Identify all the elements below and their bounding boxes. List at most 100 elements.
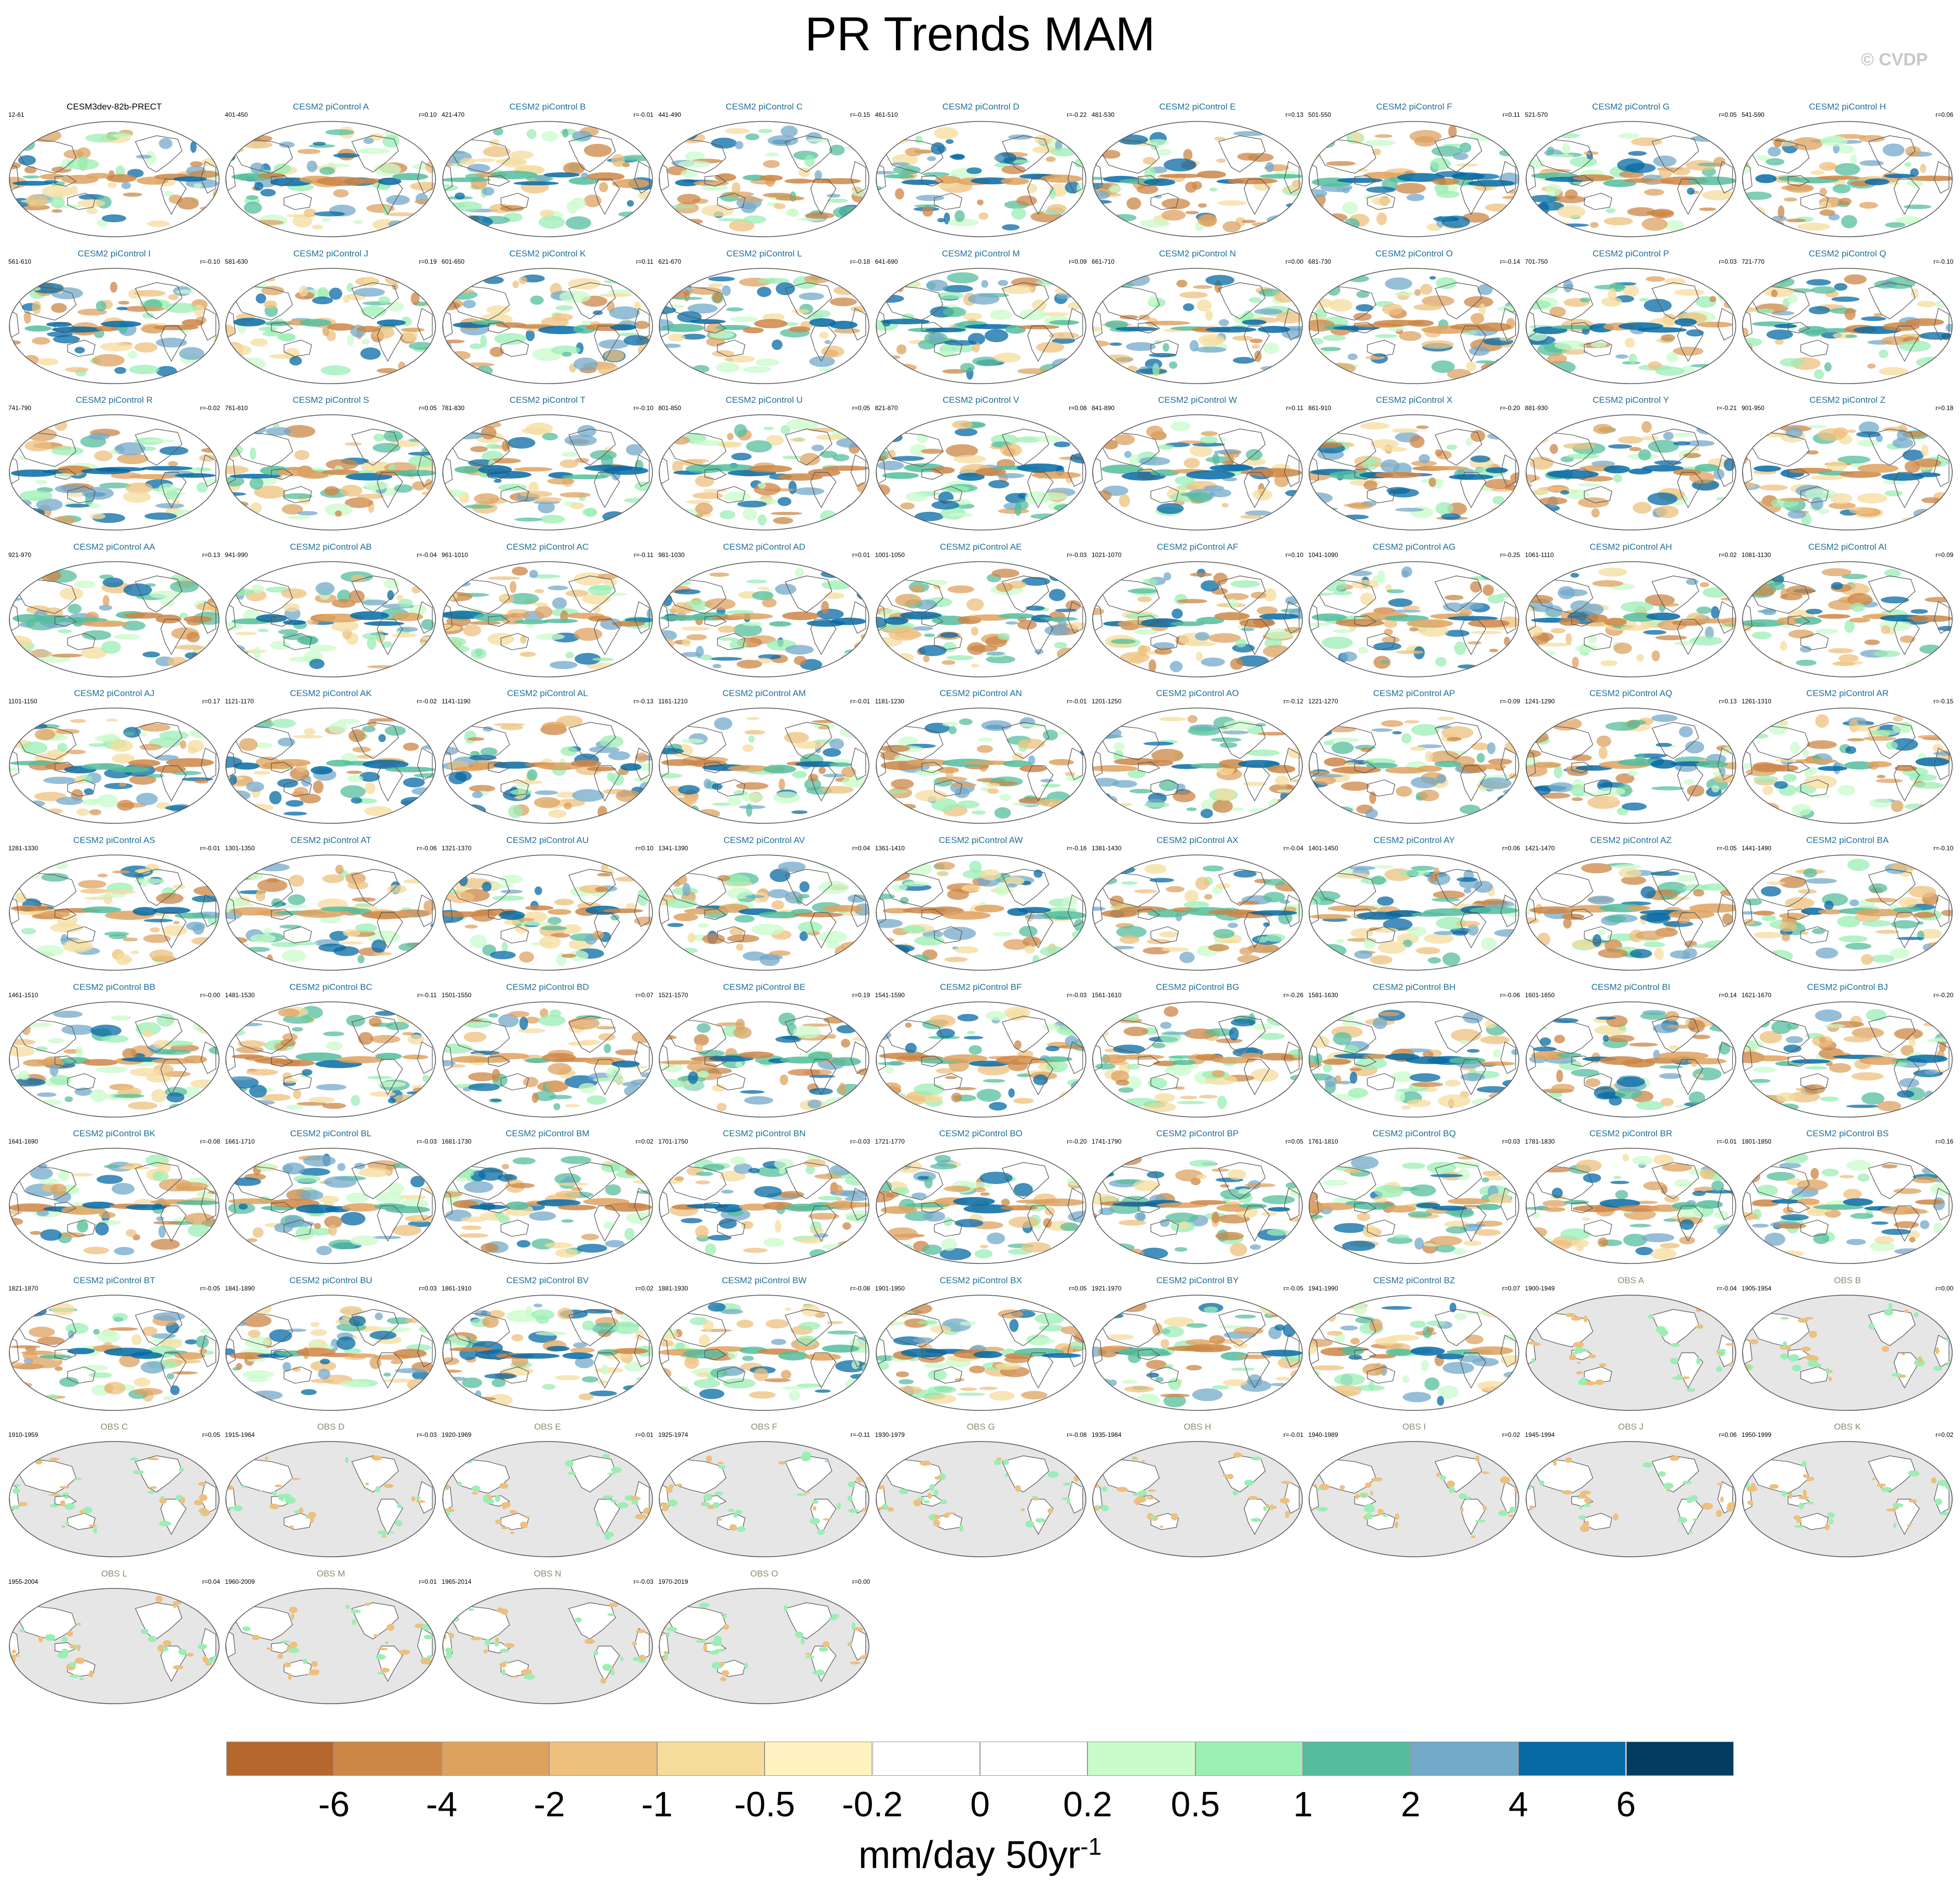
panel-title: CESM2 piControl BQ	[1372, 1129, 1456, 1139]
map-panel: CESM2 piControl AM 1161-1210 r=-0.01	[657, 688, 871, 828]
panel-correlation: r=0.03	[419, 1284, 437, 1292]
panel-correlation: r=-0.01	[1717, 1138, 1737, 1146]
panel-title: CESM2 piControl BY	[1156, 1275, 1239, 1285]
panel-years: 901-950	[1741, 404, 1765, 412]
panel-years: 1955-2004	[8, 1578, 38, 1585]
trend-map	[1092, 854, 1303, 971]
panel-correlation: r=0.00	[852, 1578, 870, 1585]
panel-years: 1321-1370	[441, 845, 472, 852]
panel-correlation: r=0.14	[1719, 991, 1737, 999]
panel-correlation: r=0.13	[1719, 698, 1737, 705]
panel-years: 1841-1890	[225, 1284, 255, 1292]
map-panel: CESM2 piControl AD 981-1030 r=0.01	[657, 542, 871, 682]
panel-title: CESM2 piControl Q	[1808, 248, 1886, 259]
map-panel: CESM2 piControl BP 1741-1790 r=0.05	[1091, 1129, 1304, 1269]
panel-years: 1701-1750	[658, 1138, 688, 1146]
map-panel: CESM2 piControl BN 1701-1750 r=-0.03	[657, 1129, 871, 1269]
trend-map	[1092, 121, 1303, 237]
colorbar-tick-label: 0.5	[1170, 1785, 1220, 1824]
panel-years: 661-710	[1092, 257, 1115, 265]
panel-years: 1721-1770	[875, 1138, 905, 1146]
panel-correlation: r=0.07	[635, 991, 654, 999]
trend-map	[1742, 561, 1953, 677]
colorbar-segment	[1518, 1742, 1626, 1776]
panel-title: CESM2 piControl AO	[1156, 688, 1239, 699]
panel-years: 1970-2019	[658, 1578, 688, 1585]
panel-title: CESM2 piControl G	[1592, 102, 1670, 112]
panel-correlation: r=0.11	[1286, 404, 1303, 412]
panel-title: CESM2 piControl BH	[1372, 982, 1456, 992]
map-panel: OBS B 1905-1954 r=0.00	[1740, 1275, 1954, 1416]
colorbar-segment	[1410, 1742, 1519, 1776]
map-panel: CESM2 piControl BW 1881-1930 r=-0.08	[657, 1275, 871, 1416]
panel-years: 1521-1570	[658, 991, 688, 999]
panel-title: CESM2 piControl J	[293, 248, 369, 259]
panel-correlation: r=-0.12	[1283, 698, 1303, 705]
panel-years: 781-830	[441, 404, 465, 412]
panel-years: 841-890	[1092, 404, 1115, 412]
trend-map	[1526, 708, 1736, 824]
colorbar-segment	[226, 1742, 334, 1776]
map-panel: CESM2 piControl BX 1901-1950 r=0.05	[874, 1275, 1088, 1416]
map-panel: CESM2 piControl BJ 1621-1670 r=-0.20	[1740, 982, 1954, 1122]
panel-title: CESM2 piControl AY	[1373, 835, 1455, 845]
map-panel: CESM2 piControl F 501-550 r=0.11	[1307, 102, 1521, 242]
panel-title: CESM2 piControl BR	[1589, 1129, 1672, 1139]
panel-title: CESM2 piControl AU	[506, 835, 589, 845]
panel-correlation: r=-0.03	[850, 1138, 870, 1146]
panel-correlation: r=0.00	[1285, 257, 1303, 265]
map-panel: CESM2 piControl J 581-630 r=0.19	[224, 249, 438, 389]
map-panel: CESM2 piControl BF 1541-1590 r=-0.03	[874, 982, 1088, 1122]
map-panel: CESM2 piControl BB 1461-1510 r=-0.00	[7, 982, 221, 1122]
map-panel: CESM2 piControl AH 1061-1110 r=0.02	[1524, 542, 1738, 682]
panel-correlation: r=0.02	[1502, 1431, 1520, 1439]
colorbar-tick-label: -0.2	[842, 1785, 903, 1824]
map-panel: OBS E 1920-1969 r=0.01	[441, 1422, 655, 1562]
map-panel: CESM2 piControl AU 1321-1370 r=0.10	[441, 835, 655, 975]
map-panel: OBS F 1925-1974 r=-0.11	[657, 1422, 871, 1562]
panel-title: CESM2 piControl AE	[940, 541, 1022, 552]
map-panel: OBS K 1950-1999 r=0.02	[1740, 1422, 1954, 1562]
colorbar-tick-label: 4	[1508, 1785, 1528, 1824]
panel-correlation: r=-0.11	[634, 551, 654, 559]
panel-correlation: r=-0.15	[1933, 698, 1954, 705]
panel-correlation: r=-0.11	[417, 991, 437, 999]
trend-map	[659, 1441, 869, 1558]
panel-correlation: r=-0.05	[200, 1284, 220, 1292]
trend-map	[9, 1148, 220, 1264]
map-panel: CESM2 piControl BA 1441-1490 r=-0.10	[1740, 835, 1954, 975]
panel-title: CESM3dev-82b-PRECT	[66, 102, 162, 112]
trend-map	[1526, 1001, 1736, 1118]
trend-map	[442, 1001, 653, 1118]
panel-title: CESM2 piControl AV	[723, 835, 805, 845]
map-panel: CESM2 piControl AB 941-990 r=-0.04	[224, 542, 438, 682]
colorbar-segment	[765, 1742, 873, 1776]
panel-correlation: r=-0.03	[1067, 551, 1087, 559]
panel-correlation: r=0.09	[1069, 257, 1087, 265]
panel-correlation: r=-0.02	[200, 404, 220, 412]
trend-map	[9, 1295, 220, 1411]
panel-title: CESM2 piControl N	[1159, 248, 1236, 259]
trend-map	[225, 708, 437, 824]
trend-map	[875, 1148, 1086, 1264]
panel-correlation: r=0.10	[635, 845, 654, 852]
map-panel: CESM2 piControl B 421-470 r=-0.01	[441, 102, 655, 242]
panel-correlation: r=0.03	[1502, 1138, 1520, 1146]
panel-title: CESM2 piControl S	[292, 395, 370, 405]
panel-title: OBS A	[1617, 1275, 1644, 1285]
map-panel: CESM2 piControl Q 721-770 r=-0.10	[1740, 249, 1954, 389]
panel-years: 1381-1430	[1092, 845, 1122, 852]
map-panel: OBS M 1960-2009 r=0.01	[224, 1569, 438, 1709]
panel-correlation: r=-0.02	[417, 698, 437, 705]
panel-correlation: r=-0.08	[1067, 1431, 1087, 1439]
panel-title: CESM2 piControl R	[75, 395, 153, 405]
map-panel: CESM2 piControl AS 1281-1330 r=-0.01	[7, 835, 221, 975]
panel-years: 1601-1650	[1525, 991, 1555, 999]
panel-title: CESM2 piControl BG	[1155, 982, 1240, 992]
trend-map	[659, 1148, 869, 1264]
panel-correlation: r=-0.26	[1283, 991, 1303, 999]
panel-years: 1920-1969	[441, 1431, 472, 1439]
panel-years: 601-650	[441, 257, 465, 265]
trend-map	[1742, 1001, 1953, 1118]
panel-title: CESM2 piControl O	[1375, 248, 1453, 259]
